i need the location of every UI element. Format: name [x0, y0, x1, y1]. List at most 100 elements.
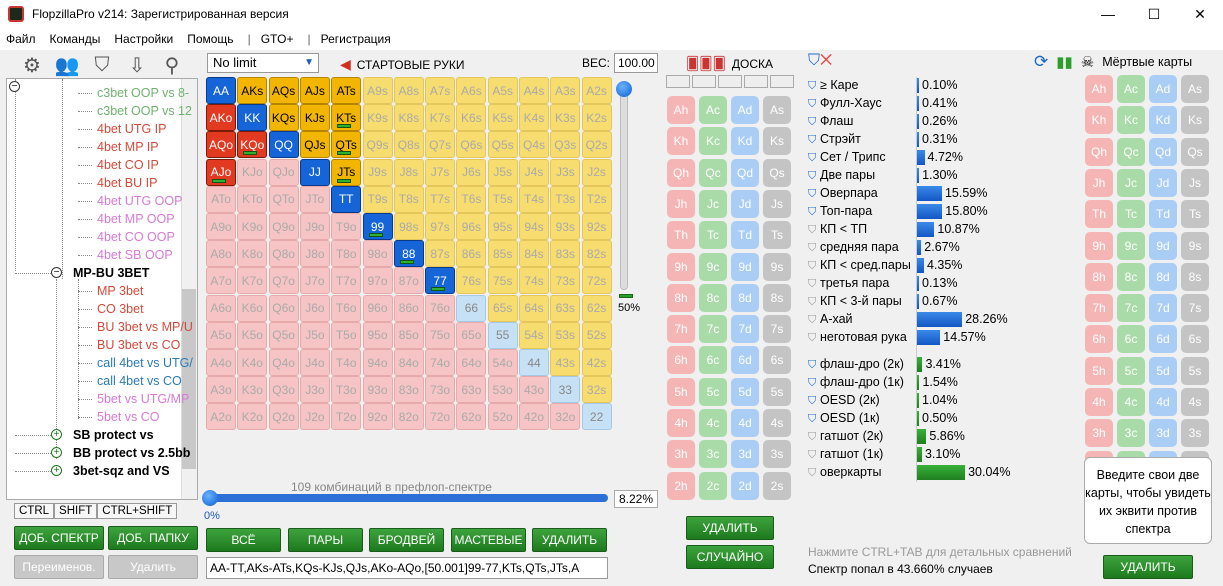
hand-cell[interactable]: AQo [206, 131, 236, 159]
hand-cell[interactable]: 93s [550, 213, 581, 240]
hand-cell[interactable]: 73o [425, 376, 456, 404]
card-Ac[interactable]: Ac [699, 96, 727, 124]
card-Kh[interactable]: Kh [667, 127, 695, 156]
hand-cell[interactable]: Q4s [519, 131, 549, 159]
stat-row[interactable]: ⛉ гатшот (2к) [808, 427, 883, 445]
card-5h[interactable]: 5h [1085, 356, 1113, 385]
weight-input[interactable]: 100.00 [614, 53, 658, 73]
hand-cell[interactable]: AA [206, 77, 236, 104]
hand-cell[interactable]: 63s [550, 294, 581, 322]
card-Jh[interactable]: Jh [1085, 168, 1113, 197]
filter-add-icon[interactable]: ⛉ [94, 53, 110, 76]
hand-cell[interactable]: J9s [362, 158, 393, 186]
refresh-icon[interactable]: ⟳ [1034, 52, 1049, 71]
hand-cell[interactable]: 84s [519, 240, 549, 268]
hand-cell[interactable]: 86o [393, 294, 424, 322]
stat-row[interactable]: ⛉ ≥ Каре [808, 76, 858, 94]
stat-row[interactable]: ⛉ КП < сред.пары [808, 256, 911, 274]
tree-range-item[interactable]: 4bet CO OOP [97, 230, 175, 244]
stat-row[interactable]: ⛉ средняя пара [808, 238, 899, 256]
stat-filter-icon[interactable]: ⛉ [808, 188, 817, 200]
tree-range-item[interactable]: 4bet CO IP [97, 158, 159, 172]
hand-cell[interactable]: 63o [456, 376, 487, 404]
hand-cell[interactable]: Q7o [268, 267, 299, 295]
rename-button[interactable]: Переименов. [14, 555, 104, 579]
card-8c[interactable]: 8c [699, 283, 727, 312]
hand-cell[interactable]: 99 [362, 213, 393, 240]
card-7s[interactable]: 7s [763, 315, 791, 344]
menu-item[interactable]: Помощь [187, 32, 234, 46]
hand-cell[interactable]: J3o [299, 376, 330, 404]
tree-expander[interactable]: + [51, 465, 62, 476]
hand-cell[interactable]: 55 [487, 321, 518, 349]
hand-cell[interactable]: A6s [456, 77, 487, 104]
tree-range-item[interactable]: c3bet OOP vs 8- [97, 86, 190, 100]
range-preset-button[interactable]: МАСТЕВЫЕ [451, 528, 526, 552]
stat-row[interactable]: ⛉ флаш-дро (1к) [808, 373, 904, 391]
hand-cell[interactable]: J7s [425, 158, 456, 186]
bar-chart-icon[interactable]: ▮▮ [1056, 54, 1073, 71]
hand-cell[interactable]: T2o [331, 403, 362, 431]
hand-cell[interactable]: J2s [581, 158, 612, 186]
hand-cell[interactable]: 95s [487, 213, 518, 240]
range-text-input[interactable]: AA-TT,AKs-ATs,KQs-KJs,QJs,AKo-AQo,[50.00… [206, 557, 608, 579]
card-Ks[interactable]: Ks [1181, 106, 1209, 135]
hand-cell[interactable]: 97o [362, 267, 393, 295]
hand-cell[interactable]: 74o [425, 349, 456, 376]
stat-row[interactable]: ⛉ гатшот (1к) [808, 445, 883, 463]
hand-cell[interactable]: K4o [237, 349, 268, 376]
menu-item[interactable]: Регистрация [320, 32, 391, 46]
card-6d[interactable]: 6d [1149, 325, 1177, 354]
card-8s[interactable]: 8s [1181, 262, 1209, 291]
dead-delete-button[interactable]: УДАЛИТЬ [1103, 555, 1193, 579]
hand-cell[interactable]: T4o [331, 349, 362, 376]
stat-row[interactable]: ⛉ флаш-дро (2к) [808, 355, 904, 373]
hand-cell[interactable]: K8s [393, 104, 424, 132]
stat-row[interactable]: ⛉ Фулл-Хаус [808, 94, 882, 112]
card-2c[interactable]: 2c [699, 471, 727, 500]
hand-cell[interactable]: Q5s [487, 131, 518, 159]
hand-cell[interactable]: 87s [425, 240, 456, 268]
card-Tc[interactable]: Tc [699, 221, 727, 250]
board-slot[interactable] [666, 75, 690, 88]
hand-cell[interactable]: 52o [487, 403, 518, 431]
hand-cell[interactable]: 74s [519, 267, 549, 295]
card-9c[interactable]: 9c [1117, 231, 1145, 260]
stat-row[interactable]: ⛉ Две пары [808, 166, 875, 184]
card-5d[interactable]: 5d [1149, 356, 1177, 385]
tree-range-item[interactable]: CO 3bet [97, 302, 144, 316]
hand-cell[interactable]: J7o [299, 267, 330, 295]
card-5c[interactable]: 5c [1117, 356, 1145, 385]
board-random-button[interactable]: СЛУЧАЙНО [686, 545, 774, 569]
hand-cell[interactable]: 92o [362, 403, 393, 431]
card-5c[interactable]: 5c [699, 377, 727, 406]
hand-cell[interactable]: 92s [581, 213, 612, 240]
stat-filter-icon[interactable]: ⛉ [808, 449, 817, 461]
hand-cell[interactable]: 44 [519, 349, 549, 376]
card-6s[interactable]: 6s [1181, 325, 1209, 354]
card-Kd[interactable]: Kd [731, 127, 759, 156]
hand-cell[interactable]: 94o [362, 349, 393, 376]
card-5s[interactable]: 5s [763, 377, 791, 406]
filter-icon[interactable]: ⛉ [808, 52, 821, 69]
hand-cell[interactable]: KQs [268, 104, 299, 132]
hand-cell[interactable]: J9o [299, 213, 330, 240]
hand-cell[interactable]: K5s [487, 104, 518, 132]
card-Ks[interactable]: Ks [763, 127, 791, 156]
stat-filter-icon[interactable]: ⛉ [808, 116, 817, 128]
card-3d[interactable]: 3d [1149, 419, 1177, 448]
tree-folder[interactable]: 3bet-sqz and VS [73, 464, 170, 478]
card-8c[interactable]: 8c [1117, 262, 1145, 291]
hand-cell[interactable]: 86s [456, 240, 487, 268]
board-slot[interactable] [744, 75, 768, 88]
stat-row[interactable]: ⛉ Оверпара [808, 184, 878, 202]
hand-cell[interactable]: 42o [519, 403, 549, 431]
tab-shift[interactable]: SHIFT [54, 503, 98, 519]
hand-cell[interactable]: T9o [331, 213, 362, 240]
card-4d[interactable]: 4d [1149, 388, 1177, 416]
hand-cell[interactable]: 97s [425, 213, 456, 240]
hand-cell[interactable]: KK [237, 104, 268, 132]
hand-cell[interactable]: J4s [519, 158, 549, 186]
search-icon[interactable]: ⚲ [164, 54, 180, 77]
menu-item[interactable]: Настройки [114, 32, 174, 46]
